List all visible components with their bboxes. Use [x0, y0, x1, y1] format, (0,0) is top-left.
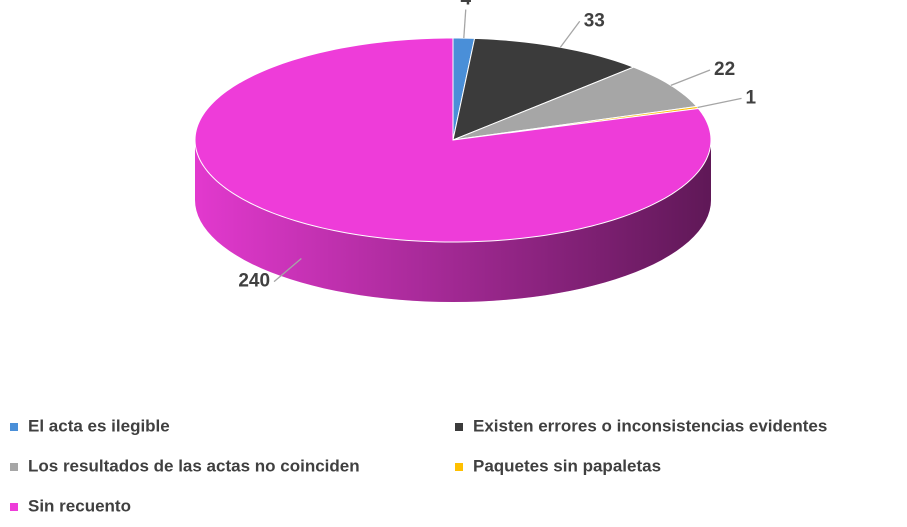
legend-label: El acta es ilegible [28, 416, 170, 435]
legend-label: Existen errores o inconsistencias eviden… [473, 416, 827, 435]
legend: El acta es ilegible Existen errores o inc… [10, 416, 827, 515]
pie-side-shade [195, 140, 711, 302]
data-labels: 4 33 22 1 240 [238, 0, 756, 292]
data-label: 33 [584, 10, 605, 31]
leader-line [559, 20, 581, 48]
legend-label: Paquetes sin papaletas [473, 456, 661, 475]
legend-swatch [10, 463, 18, 471]
data-label: 4 [460, 0, 471, 10]
leader-line [697, 97, 742, 109]
pie-slice [452, 66, 698, 141]
legend-swatch [10, 503, 18, 511]
pie-tops [194, 37, 712, 243]
legend-swatch [10, 423, 18, 431]
data-label: 240 [238, 271, 270, 292]
legend-label: Los resultados de las actas no coinciden [28, 456, 360, 475]
leader-line [273, 258, 302, 283]
leader-line [463, 9, 467, 39]
legend-swatch [455, 423, 463, 431]
pie-sides [195, 140, 711, 302]
pie-slice [194, 37, 712, 243]
leader-line [670, 69, 711, 86]
data-label: 22 [714, 59, 735, 80]
legend-label: Sin recuento [28, 496, 131, 515]
legend-swatch [455, 463, 463, 471]
data-label: 1 [746, 87, 757, 108]
pie-slice [452, 37, 635, 141]
